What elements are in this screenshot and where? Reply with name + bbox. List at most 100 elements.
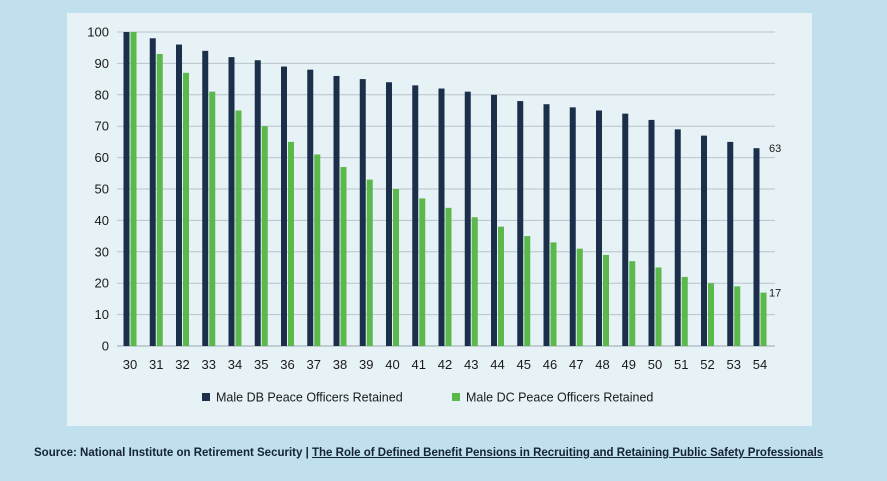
bar-db-43 xyxy=(464,91,471,346)
bar-dc-52 xyxy=(708,283,714,346)
data-label: 63 xyxy=(769,143,781,155)
bar-db-46 xyxy=(543,104,550,346)
y-tick-label: 30 xyxy=(95,244,109,259)
bar-dc-43 xyxy=(471,217,478,346)
bar-db-48 xyxy=(596,110,602,346)
bar-db-52 xyxy=(701,135,707,346)
bar-dc-41 xyxy=(419,198,426,346)
x-tick-label: 42 xyxy=(438,357,452,372)
x-tick-label: 47 xyxy=(569,357,583,372)
bar-dc-37 xyxy=(314,154,321,346)
x-tick-label: 30 xyxy=(123,357,137,372)
bar-db-44 xyxy=(491,94,497,346)
x-tick-label: 45 xyxy=(517,357,531,372)
bar-db-38 xyxy=(333,75,340,347)
bar-db-41 xyxy=(412,85,419,346)
legend: Male DB Peace Officers Retained Male DC P… xyxy=(202,391,653,405)
x-tick-label: 48 xyxy=(595,357,609,372)
bar-dc-36 xyxy=(288,141,294,346)
x-tick-label: 44 xyxy=(490,357,504,372)
bar-db-30 xyxy=(123,32,130,346)
source-prefix: Source: National Institute on Retirement… xyxy=(34,447,312,459)
x-tick-label: 52 xyxy=(700,357,714,372)
data-label: 17 xyxy=(769,288,781,300)
x-tick-label: 38 xyxy=(333,357,347,372)
x-tick-label: 50 xyxy=(648,357,662,372)
bar-dc-44 xyxy=(498,226,504,346)
x-tick-label: 34 xyxy=(228,357,242,372)
y-tick-label: 60 xyxy=(95,150,109,165)
x-tick-label: 36 xyxy=(280,357,294,372)
y-tick-label: 40 xyxy=(95,213,109,228)
x-tick-label: 49 xyxy=(622,357,636,372)
bar-dc-49 xyxy=(629,261,636,346)
bar-db-32 xyxy=(176,44,182,346)
bar-db-36 xyxy=(281,66,287,346)
y-tick-label: 20 xyxy=(95,276,109,291)
bar-db-37 xyxy=(307,69,314,347)
x-tick-label: 54 xyxy=(753,357,767,372)
bar-dc-42 xyxy=(445,207,452,346)
bar-db-34 xyxy=(228,57,235,347)
source-link[interactable]: The Role of Defined Benefit Pensions in … xyxy=(312,447,824,459)
source-note: Source: National Institute on Retirement… xyxy=(34,445,854,461)
x-tick-label: 37 xyxy=(307,357,321,372)
bar-dc-50 xyxy=(655,267,662,346)
bar-db-49 xyxy=(622,113,629,346)
bar-db-47 xyxy=(569,107,576,346)
x-tick-label: 39 xyxy=(359,357,373,372)
legend-swatch xyxy=(452,393,460,401)
bar-dc-32 xyxy=(183,72,189,346)
x-tick-label: 51 xyxy=(674,357,688,372)
y-tick-label: 0 xyxy=(102,339,109,354)
y-axis-ticks: 0 10 20 30 40 50 60 70 80 90 100 xyxy=(87,25,109,354)
x-tick-label: 35 xyxy=(254,357,268,372)
bar-dc-30 xyxy=(130,32,137,346)
x-tick-label: 46 xyxy=(543,357,557,372)
bar-dc-51 xyxy=(681,276,688,346)
data-labels: 63 17 xyxy=(769,143,781,299)
x-tick-label: 41 xyxy=(412,357,426,372)
chart-panel: 0 10 20 30 40 50 60 70 80 90 100 30 31 32 33 34 35 36 37 3… xyxy=(67,13,812,426)
bar-db-50 xyxy=(648,119,655,346)
y-tick-label: 90 xyxy=(95,56,109,71)
bar-dc-53 xyxy=(734,286,741,346)
bar-dc-54 xyxy=(760,292,767,346)
bar-db-35 xyxy=(254,60,261,346)
bar-dc-39 xyxy=(366,179,373,346)
y-tick-label: 50 xyxy=(95,182,109,197)
bar-db-51 xyxy=(674,129,681,346)
bar-db-31 xyxy=(149,38,156,346)
bar-db-40 xyxy=(386,82,392,347)
bar-dc-46 xyxy=(550,242,557,346)
bar-db-53 xyxy=(727,141,734,346)
bars xyxy=(123,32,767,347)
bar-db-45 xyxy=(517,101,524,346)
bar-dc-45 xyxy=(524,236,531,346)
bar-db-42 xyxy=(438,88,445,347)
legend-label: Male DC Peace Officers Retained xyxy=(466,391,653,405)
bar-dc-34 xyxy=(235,110,242,346)
bar-dc-31 xyxy=(156,53,163,346)
bar-dc-38 xyxy=(340,167,347,346)
x-tick-label: 43 xyxy=(464,357,478,372)
x-tick-label: 33 xyxy=(202,357,216,372)
legend-label: Male DB Peace Officers Retained xyxy=(216,391,403,405)
x-tick-label: 40 xyxy=(385,357,399,372)
bar-db-33 xyxy=(202,50,209,347)
x-tick-label: 53 xyxy=(727,357,741,372)
bar-dc-40 xyxy=(393,189,399,346)
x-tick-label: 32 xyxy=(175,357,189,372)
bar-dc-33 xyxy=(209,91,216,346)
bar-dc-48 xyxy=(603,254,609,346)
y-tick-label: 80 xyxy=(95,87,109,102)
x-axis-ticks: 30 31 32 33 34 35 36 37 38 39 40 41 42 43 44 45 46 47 48 49… xyxy=(123,357,767,372)
bar-db-54 xyxy=(753,148,760,346)
bar-dc-47 xyxy=(576,248,583,346)
legend-swatch xyxy=(202,393,210,401)
y-tick-label: 10 xyxy=(95,307,109,322)
y-tick-label: 70 xyxy=(95,119,109,134)
y-tick-label: 100 xyxy=(87,25,109,40)
bar-dc-35 xyxy=(261,126,268,346)
